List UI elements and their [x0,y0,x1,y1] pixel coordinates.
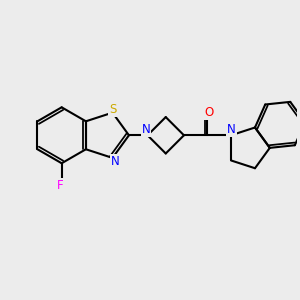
Text: N: N [142,124,150,136]
Text: F: F [57,179,64,192]
Text: O: O [204,106,214,119]
Text: N: N [227,124,236,136]
Text: S: S [109,103,116,116]
Text: N: N [110,155,119,168]
